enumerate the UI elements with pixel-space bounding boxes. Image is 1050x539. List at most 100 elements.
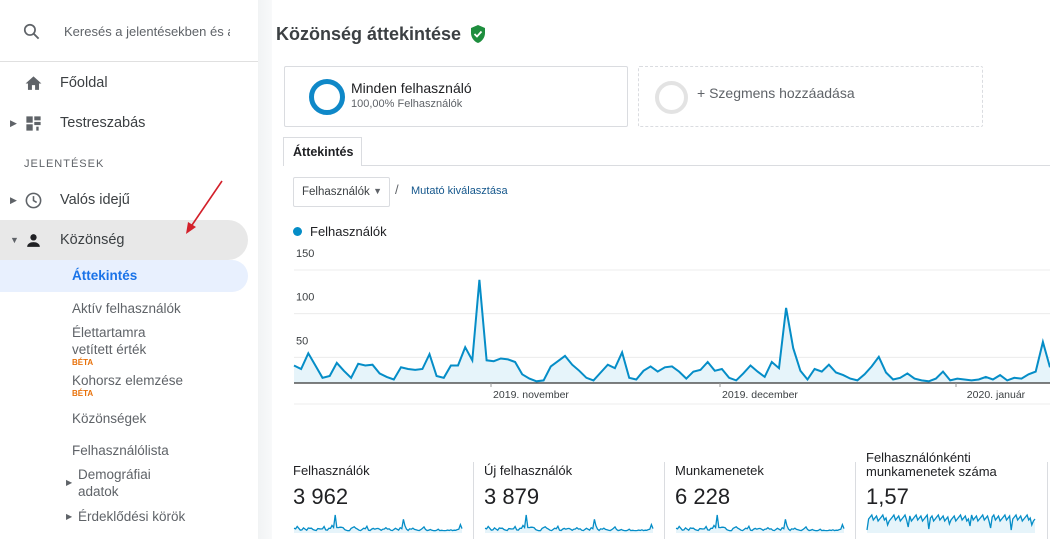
nav-realtime[interactable]: ▶ Valós idejű [0, 180, 248, 220]
nav-ltv-line1: Élettartamra [72, 325, 146, 340]
page-title: Közönség áttekintése [276, 24, 486, 45]
nav-customization-label: Testreszabás [60, 115, 146, 131]
segment-percentage: 100,00% Felhasználók [351, 98, 463, 110]
sparkline-line [675, 514, 845, 532]
tile-divider [855, 462, 856, 539]
users-line-chart[interactable]: 150 100 50 2019. november 2019. december 2020… [272, 240, 1050, 405]
nav-audience-label: Közönség [60, 232, 125, 248]
tile-value: 3 879 [484, 484, 540, 509]
add-segment-button[interactable]: + Szegmens hozzáadása [638, 66, 983, 127]
home-icon [25, 76, 42, 90]
sidebar-divider [258, 0, 272, 539]
chart-legend: Felhasználók [293, 224, 387, 239]
nav-demographics-line2: adatok [78, 484, 119, 499]
metric-select[interactable]: Felhasználók ▼ [293, 177, 390, 207]
expand-arrow-icon[interactable]: ▶ [66, 512, 73, 521]
legend-label: Felhasználók [310, 224, 387, 239]
dashboard-icon [26, 116, 41, 131]
nav-demographics-line1: Demográfiai [78, 467, 151, 482]
series-area [294, 279, 1050, 383]
tile-label-line1: Felhasználónkénti [866, 450, 971, 465]
person-icon [27, 234, 40, 247]
tile-label: Munkamenetek [675, 463, 764, 478]
tile-new-users[interactable]: Új felhasználók 3 879 [473, 460, 659, 539]
sparkline [293, 514, 463, 533]
nav-audience-overview[interactable]: Áttekintés [0, 260, 248, 292]
annotation-arrow-icon [186, 180, 223, 234]
nav-home-label: Főoldal [60, 75, 108, 91]
nav-cohort-label: Kohorsz elemzése [72, 373, 184, 388]
y-tick-label: 100 [296, 292, 314, 304]
nav-audience-overview-label: Áttekintés [72, 268, 138, 283]
segment-name: Minden felhasználó [351, 80, 472, 96]
segment-ring-icon [309, 79, 345, 115]
nav-audience[interactable]: ▼ Közönség [0, 220, 248, 260]
sparkline [866, 513, 1036, 533]
nav-lifetime-value[interactable]: Élettartamra vetített érték BÉTA [72, 324, 146, 367]
tab-underline [283, 165, 1050, 166]
choose-metric-link[interactable]: Mutató kiválasztása [411, 185, 508, 197]
verified-shield-icon [471, 25, 486, 43]
x-tick-label: 2019. november [493, 389, 569, 401]
sparkline-line [866, 513, 1036, 531]
expand-arrow-icon[interactable]: ▶ [10, 117, 17, 128]
segment-all-users[interactable]: Minden felhasználó 100,00% Felhasználók [284, 66, 628, 127]
search-box[interactable]: Keresés a jelentésekben és a súgóban [0, 0, 258, 62]
sparkline-line [484, 514, 654, 532]
tile-label: Felhasználók [293, 463, 370, 478]
empty-segment-ring-icon [655, 81, 688, 114]
tile-label: Felhasználónkénti munkamenetek száma [866, 451, 997, 479]
sparkline-area [676, 515, 844, 533]
nav-user-explorer[interactable]: Felhasználólista [72, 443, 169, 458]
nav-customization[interactable]: ▶ Testreszabás [0, 103, 248, 143]
clock-icon [25, 192, 42, 209]
sparkline [484, 514, 654, 533]
nav-cohort-analysis[interactable]: Kohorsz elemzése BÉTA [72, 372, 183, 398]
metric-tiles: Felhasználók 3 962 Új felhasználók 3 879… [272, 451, 1050, 539]
tile-label: Új felhasználók [484, 463, 573, 478]
x-tick-label: 2020. január [967, 389, 1026, 401]
nav-interests[interactable]: Érdeklődési körök [78, 509, 186, 524]
nav-audiences[interactable]: Közönségek [72, 411, 147, 426]
main-content: Közönség áttekintése Minden felhasználó … [272, 0, 1050, 539]
beta-badge: BÉTA [72, 358, 94, 367]
tile-divider [473, 462, 474, 539]
page-title-text: Közönség áttekintése [276, 24, 462, 44]
sidebar: Keresés a jelentésekben és a súgóban Főo… [0, 0, 258, 539]
sparkline-area [485, 515, 653, 533]
nav-demographics[interactable]: Demográfiai adatok [78, 466, 151, 500]
nav-home[interactable]: Főoldal [0, 63, 248, 103]
nav-ltv-line2: vetített érték [72, 342, 147, 357]
nav-active-users[interactable]: Aktív felhasználók [72, 301, 181, 316]
nav-realtime-label: Valós idejű [60, 192, 130, 208]
chevron-down-icon: ▼ [373, 186, 382, 196]
metric-select-value: Felhasználók [302, 186, 370, 198]
tile-divider [1047, 462, 1048, 539]
sparkline-area [294, 515, 462, 533]
tile-value: 6 228 [675, 484, 731, 509]
collapse-arrow-icon[interactable]: ▼ [10, 235, 19, 245]
series-line [293, 279, 1050, 383]
add-segment-label: + Szegmens hozzáadása [697, 85, 855, 101]
metric-separator: / [395, 182, 399, 197]
y-tick-label: 150 [296, 248, 314, 260]
beta-badge: BÉTA [72, 389, 94, 398]
tile-sessions-per-user[interactable]: Felhasználónkénti munkamenetek száma 1,5… [855, 451, 1041, 539]
tile-divider [664, 462, 665, 539]
tab-overview[interactable]: Áttekintés [283, 137, 362, 166]
tile-value: 1,57 [866, 484, 909, 509]
x-tick-label: 2019. december [722, 389, 798, 401]
search-icon [23, 23, 40, 40]
sparkline [675, 514, 845, 533]
tile-users[interactable]: Felhasználók 3 962 [293, 460, 468, 539]
sparkline-area [867, 515, 1035, 533]
search-input[interactable]: Keresés a jelentésekben és a súgóban [64, 24, 230, 39]
tile-value: 3 962 [293, 484, 349, 509]
tile-label-line2: munkamenetek száma [866, 464, 997, 479]
y-tick-label: 50 [296, 335, 308, 347]
section-reports-heading: JELENTÉSEK [24, 158, 105, 170]
legend-dot-icon [293, 227, 302, 236]
expand-arrow-icon[interactable]: ▶ [66, 478, 73, 487]
tile-sessions[interactable]: Munkamenetek 6 228 [664, 460, 850, 539]
expand-arrow-icon[interactable]: ▶ [10, 194, 17, 205]
